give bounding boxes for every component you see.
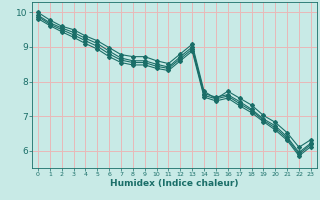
X-axis label: Humidex (Indice chaleur): Humidex (Indice chaleur) bbox=[110, 179, 239, 188]
